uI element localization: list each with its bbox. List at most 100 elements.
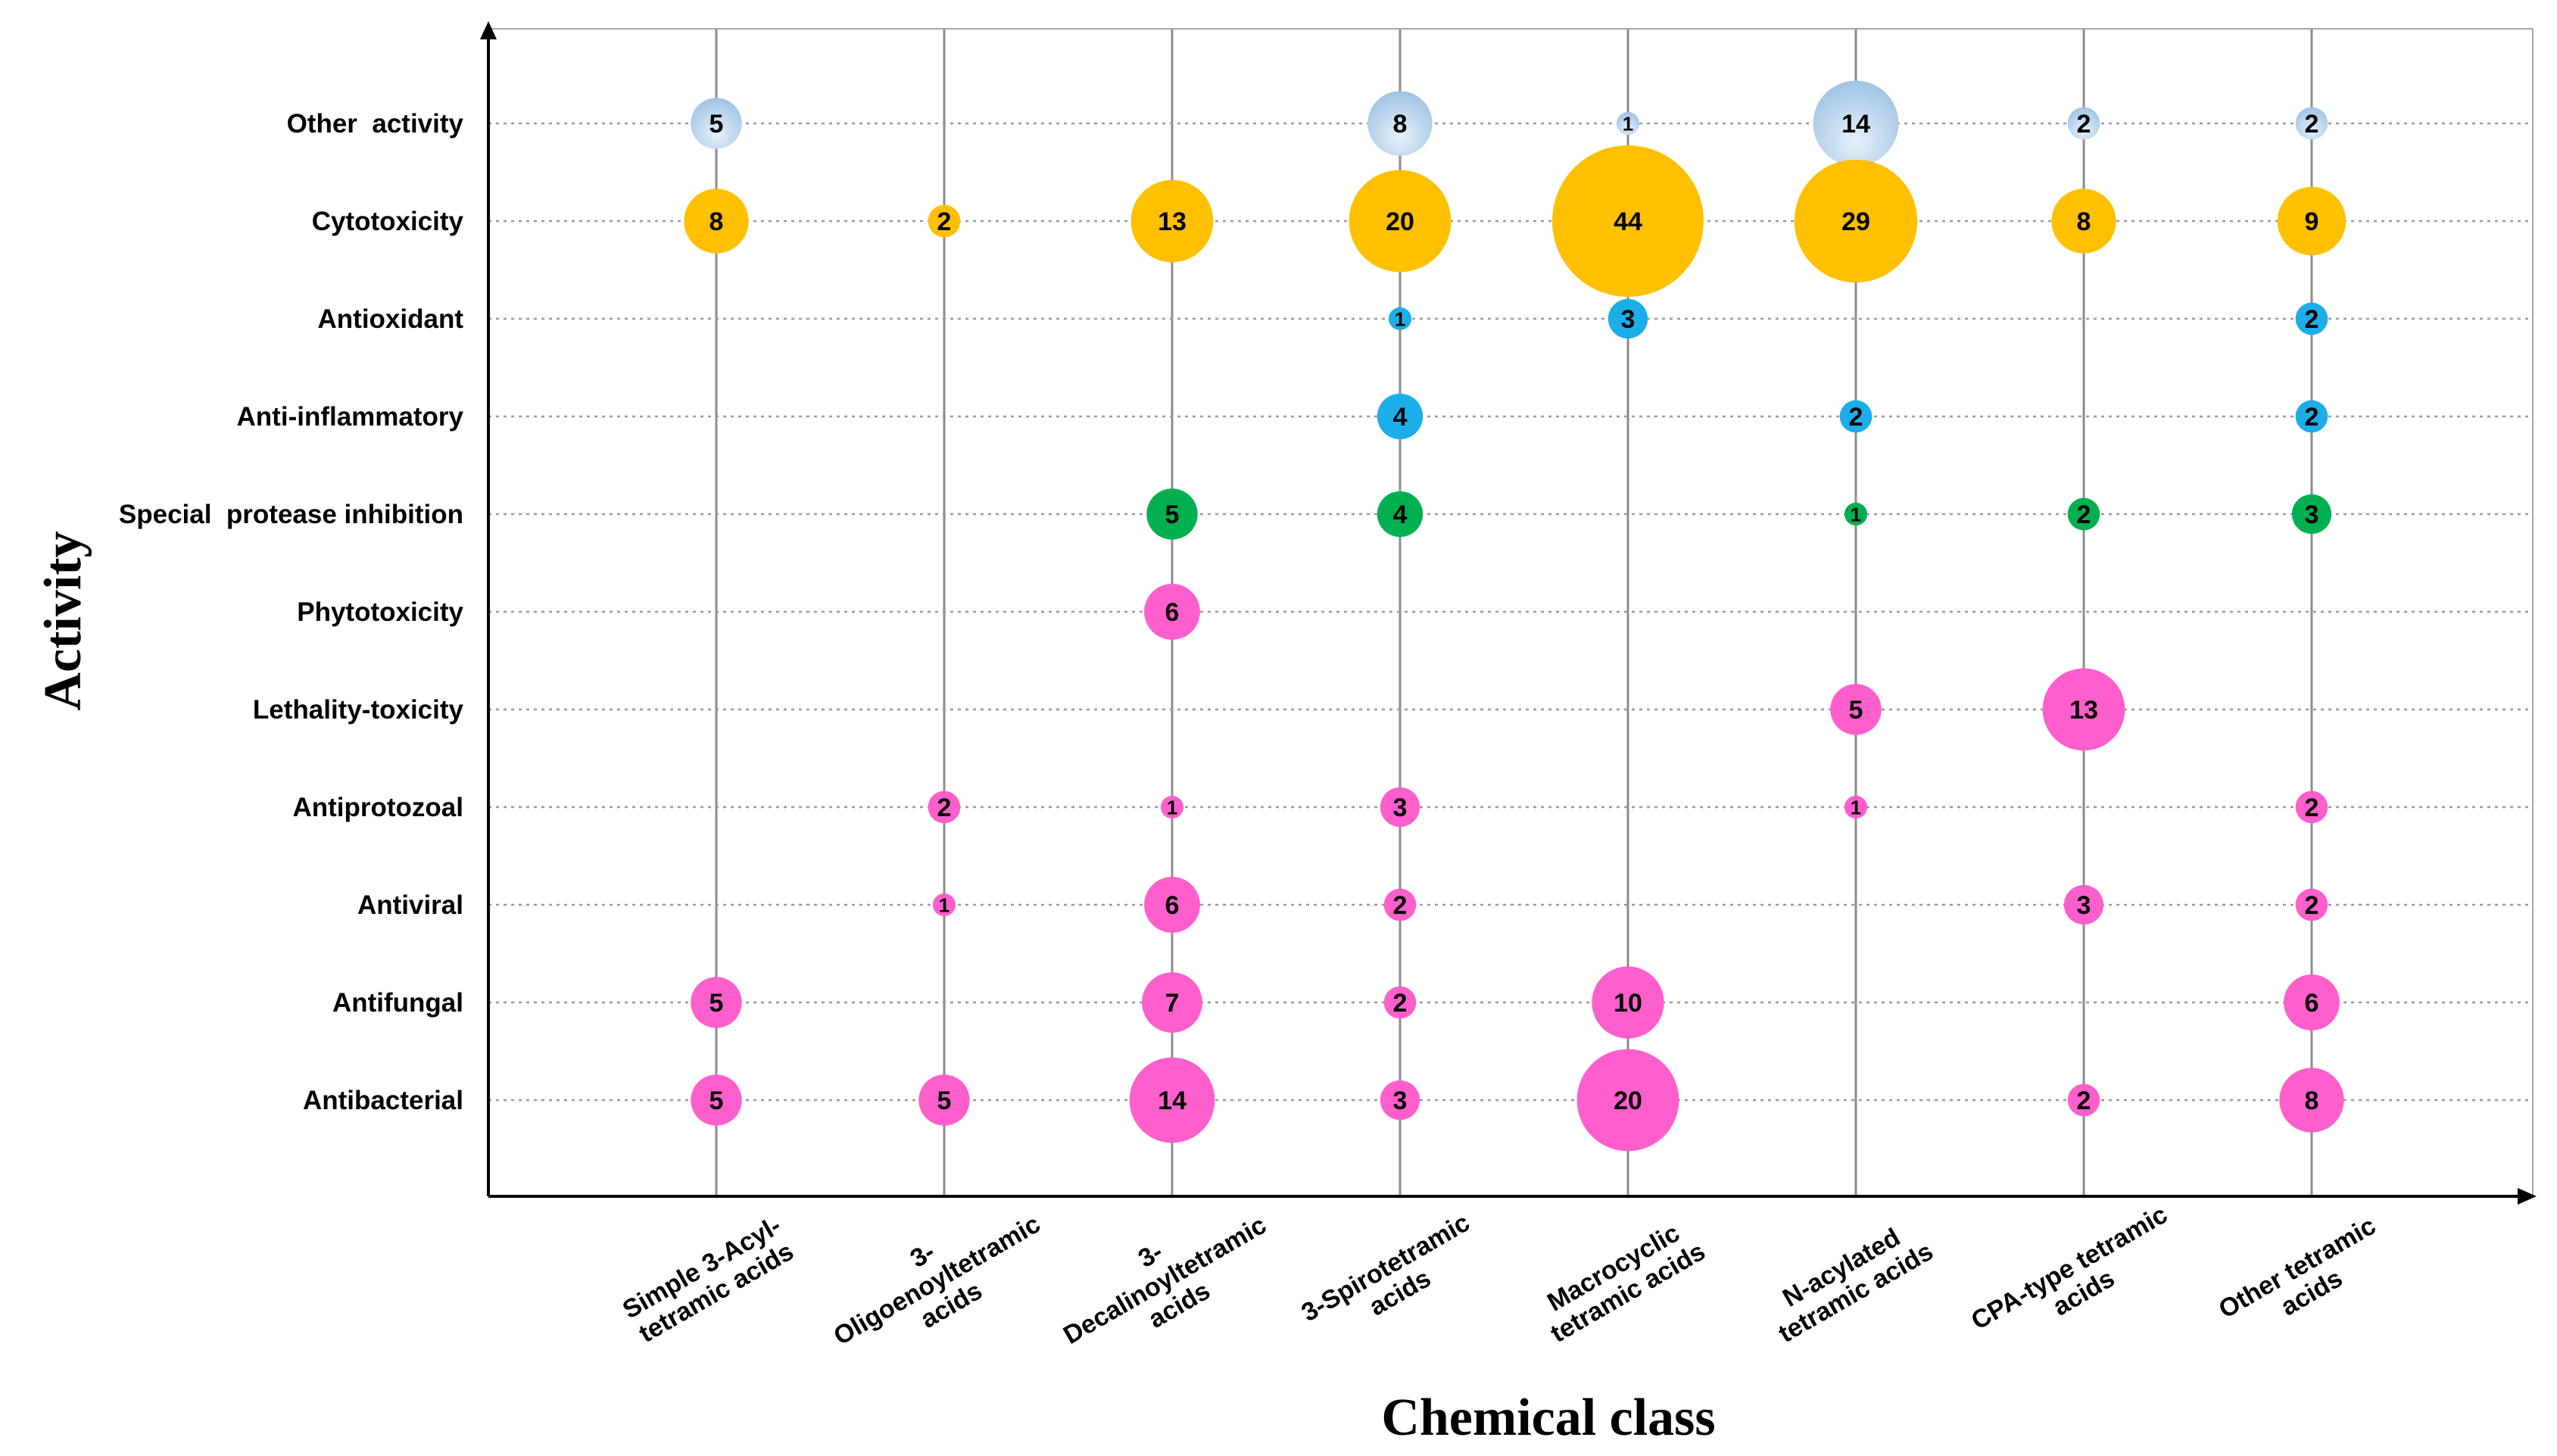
- bubble-value-label: 8: [1393, 110, 1408, 139]
- bubble-value-label: 13: [1158, 207, 1187, 236]
- bubble: [684, 189, 749, 254]
- bubble: [932, 893, 956, 917]
- bubble-value-label: 6: [2305, 989, 2319, 1018]
- x-tick-label: Simple 3-Acyl-tetramic acids: [618, 1211, 798, 1348]
- bubble-value-label: 2: [2305, 403, 2319, 432]
- bubble: [1388, 307, 1412, 331]
- bubble: [1377, 393, 1424, 440]
- y-tick-label: Antifungal: [332, 988, 463, 1018]
- bubble: [1380, 787, 1420, 828]
- bubble-value-label: 3: [2077, 891, 2091, 920]
- bubble-value-label: 1: [1851, 796, 1861, 818]
- bubble-value-label: 1: [1623, 112, 1633, 135]
- bubble-value-label: 6: [1165, 598, 1180, 627]
- bubble-value-label: 3: [2305, 500, 2319, 529]
- grid-layer: [488, 28, 2534, 1196]
- bubble: [1830, 684, 1882, 735]
- bubble-value-label: 3: [1621, 305, 1636, 334]
- bubble-value-label: 5: [1165, 500, 1180, 529]
- y-tick-label: Lethality-toxicity: [253, 695, 464, 725]
- bubble: [691, 98, 742, 149]
- bubble-value-label: 13: [2069, 696, 2098, 725]
- bubble-value-label: 2: [2305, 793, 2319, 822]
- bubble: [1383, 986, 1417, 1019]
- bubble: [2063, 884, 2104, 925]
- bubble: [1616, 111, 1640, 136]
- y-axis-title: Activity: [34, 531, 92, 710]
- bubble: [2042, 668, 2125, 751]
- bubble-value-label: 7: [1165, 989, 1180, 1018]
- bubble-value-label: 20: [1386, 207, 1414, 236]
- bubble-value-label: 2: [2077, 1087, 2091, 1115]
- bubble: [2295, 302, 2328, 335]
- bubble: [2067, 1083, 2100, 1117]
- bubble: [1146, 488, 1198, 540]
- bubble-value-label: 2: [2305, 110, 2319, 139]
- y-tick-label: Anti-inflammatory: [237, 402, 464, 432]
- bubble: [691, 1074, 742, 1126]
- bubble: [1130, 179, 1214, 263]
- bubble: [928, 204, 961, 238]
- bubble-value-label: 3: [1393, 793, 1408, 822]
- bubble: [1794, 159, 1918, 283]
- bubble: [2067, 107, 2100, 140]
- bubble-value-label: 4: [1393, 500, 1408, 529]
- bubble-value-label: 2: [2305, 305, 2319, 334]
- bubble: [2279, 1068, 2344, 1133]
- bubble-value-label: 2: [2077, 110, 2091, 139]
- bubble-value-label: 2: [1849, 403, 1863, 432]
- bubble: [1367, 91, 1433, 156]
- bubble: [1813, 80, 1899, 167]
- bubble: [928, 790, 961, 824]
- y-tick-label: Antiprotozoal: [292, 793, 463, 822]
- bubble-value-label: 20: [1614, 1087, 1642, 1115]
- bubble: [1552, 145, 1704, 297]
- bubble: [1377, 491, 1424, 538]
- y-tick-label: Antioxidant: [318, 304, 464, 334]
- bubble-value-label: 4: [1393, 403, 1408, 432]
- bubble-value-label: 29: [1841, 207, 1870, 236]
- bubble: [2284, 974, 2340, 1030]
- bubble-value-label: 5: [709, 1087, 724, 1115]
- bubble-value-label: 44: [1614, 207, 1642, 236]
- bubble-value-label: 1: [1395, 307, 1405, 330]
- x-axis-title: Chemical class: [1381, 1389, 1715, 1447]
- y-tick-label: Antibacterial: [303, 1086, 463, 1115]
- bubble-value-label: 8: [2305, 1087, 2319, 1115]
- y-tick-label: Special protease inhibition: [119, 500, 463, 529]
- bubble-value-label: 2: [1393, 989, 1408, 1018]
- bubble-value-label: 14: [1158, 1087, 1187, 1115]
- bubble-layer: 5 8 1 14 2 28 2 13 20 44 29 8 91 3 24 2 25 4 1 2 365 132 1 3 1 21…: [684, 80, 2347, 1152]
- bubble-value-label: 2: [2077, 500, 2091, 529]
- bubble-value-label: 2: [1393, 891, 1408, 920]
- bubble: [1349, 170, 1452, 273]
- y-tick-label: Other activity: [287, 109, 464, 139]
- bubble: [1160, 795, 1184, 819]
- bubble-value-label: 5: [709, 989, 724, 1018]
- bubble: [1839, 400, 1873, 433]
- bubble-value-label: 3: [1393, 1087, 1408, 1115]
- bubble: [918, 1074, 970, 1126]
- bubble: [1129, 1057, 1215, 1143]
- bubble: [1576, 1049, 1679, 1152]
- bubble: [1144, 584, 1200, 640]
- bubble: [1844, 502, 1868, 526]
- bubble: [2295, 107, 2328, 140]
- bubble-value-label: 14: [1841, 110, 1870, 139]
- bubble-value-label: 10: [1614, 989, 1642, 1018]
- bubble-value-label: 9: [2305, 207, 2319, 236]
- bubble: [2295, 400, 2328, 433]
- bubble: [1592, 966, 1664, 1039]
- bubble-value-label: 2: [937, 793, 952, 822]
- y-tick-label: Cytotoxicity: [312, 207, 464, 236]
- y-axis-arrowhead: [480, 21, 497, 39]
- bubble-value-label: 6: [1165, 891, 1180, 920]
- bubble: [1380, 1080, 1420, 1121]
